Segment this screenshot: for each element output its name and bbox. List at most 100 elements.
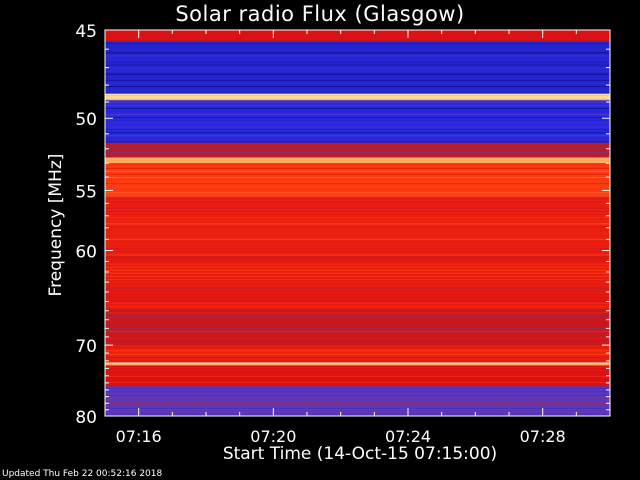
band-striation <box>105 195 610 197</box>
band-striation <box>105 207 610 209</box>
band-striation <box>105 238 610 240</box>
band-striation <box>105 257 610 259</box>
band-striation <box>105 123 610 125</box>
x-axis-label: Start Time (14-Oct-15 07:15:00) <box>222 444 498 464</box>
band-striation <box>105 309 610 311</box>
plot-frame <box>104 29 611 417</box>
band-striation <box>105 263 610 265</box>
band-striation <box>105 340 610 342</box>
chart-title: Solar radio Flux (Glasgow) <box>175 2 465 26</box>
band-striation <box>105 297 610 299</box>
band-striation <box>105 294 610 296</box>
x-tick-label-3: 07:28 <box>520 427 566 446</box>
band-striation <box>105 198 610 200</box>
band-striation <box>105 226 610 228</box>
y-axis-label: Frequency [MHz] <box>46 153 66 297</box>
x-tick-label-1: 07:20 <box>250 427 296 446</box>
band-striation <box>105 70 610 72</box>
band-striation <box>105 312 610 314</box>
band-striation <box>105 76 610 78</box>
band-striation <box>105 95 610 97</box>
band-striation <box>105 290 610 292</box>
band-striation <box>105 214 610 216</box>
y-tick-label-3: 60 <box>75 243 97 263</box>
y-tick-label-2: 55 <box>75 182 97 202</box>
band-striation <box>105 248 610 250</box>
band-striation <box>105 343 610 345</box>
band-striation <box>105 346 610 348</box>
band-striation <box>105 229 610 231</box>
band-striation <box>105 46 610 48</box>
band-striation <box>105 394 610 396</box>
band-striation <box>105 334 610 336</box>
band-striation <box>105 43 610 45</box>
band-striation <box>105 337 610 339</box>
y-tick-label-4: 70 <box>75 337 97 357</box>
band-striation <box>105 306 610 308</box>
band-striation <box>105 135 610 137</box>
band-striation <box>105 138 610 140</box>
y-tick-label-1: 50 <box>75 110 97 130</box>
band-striation <box>105 101 610 103</box>
band-striation <box>105 321 610 323</box>
band-striation <box>105 331 610 333</box>
band-striation <box>105 366 610 368</box>
band-striation <box>105 388 610 390</box>
band-striation <box>105 232 610 234</box>
x-tick-label-2: 07:24 <box>385 427 431 446</box>
band-striation <box>105 132 610 134</box>
band-striation <box>105 201 610 203</box>
band-striation <box>105 210 610 212</box>
band-striation <box>105 353 610 355</box>
band-striation <box>105 275 610 277</box>
band-striation <box>105 411 610 413</box>
band-striation <box>105 141 610 143</box>
band-striation <box>105 183 610 185</box>
band-striation <box>105 64 610 66</box>
band-striation <box>105 303 610 305</box>
band-striation <box>105 369 610 371</box>
band-striation <box>105 245 610 247</box>
band-striation <box>105 327 610 329</box>
band-striation <box>105 39 610 41</box>
band-striation <box>105 407 610 409</box>
band-striation <box>105 73 610 75</box>
band-striation <box>105 148 610 150</box>
band-striation <box>105 114 610 116</box>
band-striation <box>105 278 610 280</box>
band-striation <box>105 260 610 262</box>
frequency-band-3 <box>105 100 610 143</box>
band-striation <box>105 401 610 403</box>
band-striation <box>105 129 610 131</box>
band-striation <box>105 281 610 283</box>
band-striation <box>105 167 610 169</box>
band-striation <box>105 381 610 383</box>
band-striation <box>105 107 610 109</box>
band-striation <box>105 86 610 88</box>
band-striation <box>105 284 610 286</box>
band-striation <box>105 89 610 91</box>
band-striation <box>105 378 610 380</box>
band-striation <box>105 117 610 119</box>
band-striation <box>105 55 610 57</box>
band-striation <box>105 272 610 274</box>
band-striation <box>105 223 610 225</box>
band-striation <box>105 160 610 162</box>
band-striation <box>105 110 610 112</box>
updated-timestamp: Updated Thu Feb 22 00:52:16 2018 <box>2 469 163 479</box>
band-striation <box>105 180 610 182</box>
band-striation <box>105 266 610 268</box>
band-striation <box>105 120 610 122</box>
band-striation <box>105 372 610 374</box>
band-striation <box>105 324 610 326</box>
band-striation <box>105 35 610 37</box>
band-striation <box>105 164 610 166</box>
band-striation <box>105 363 610 365</box>
frequency-band-2 <box>105 93 610 101</box>
band-striation <box>105 52 610 54</box>
band-striation <box>105 98 610 100</box>
band-striation <box>105 251 610 253</box>
frequency-band-8 <box>105 256 610 311</box>
band-striation <box>105 375 610 377</box>
band-striation <box>105 235 610 237</box>
